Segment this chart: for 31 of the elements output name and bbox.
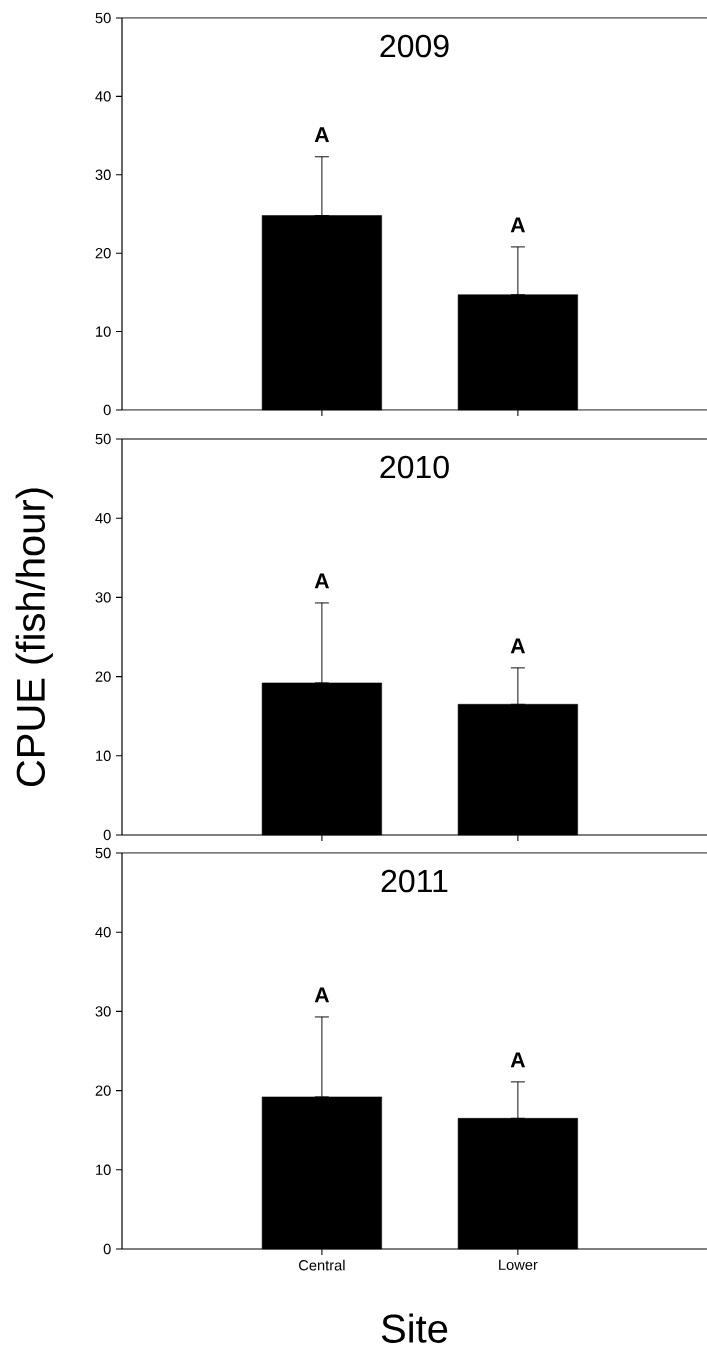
- x-tick-label: Central: [299, 1259, 345, 1271]
- y-tick-label: 10: [96, 1164, 111, 1175]
- y-tick-label: 50: [95, 12, 111, 24]
- x-axis-title: Site: [381, 1313, 448, 1343]
- y-tick-label: 0: [103, 404, 111, 416]
- annotation: A: [510, 1052, 526, 1068]
- y-tick-label: 30: [95, 1006, 111, 1017]
- chart-title: 2009: [380, 34, 449, 58]
- x-tick-label: Lower: [499, 1259, 538, 1270]
- annotation: A: [510, 217, 526, 233]
- y-tick-label: 10: [96, 750, 111, 761]
- annotation: A: [314, 987, 330, 1003]
- y-tick-label: 10: [96, 326, 111, 337]
- y-tick-label: 30: [95, 169, 111, 180]
- chart-title: 2010: [380, 455, 449, 479]
- y-tick-label: 40: [95, 91, 111, 102]
- y-axis-title: CPUE (fish/hour): [15, 488, 53, 787]
- chart-title: 2011: [381, 869, 448, 893]
- y-tick-label: 0: [103, 829, 111, 841]
- y-tick-label: 30: [95, 592, 111, 603]
- y-tick-label: 40: [95, 927, 111, 938]
- y-tick-label: 50: [95, 847, 111, 859]
- annotation: A: [510, 638, 526, 654]
- annotation: A: [314, 573, 330, 589]
- y-tick-label: 50: [95, 433, 111, 445]
- y-tick-label: 20: [95, 1085, 111, 1096]
- annotation: A: [314, 127, 330, 143]
- y-tick-label: 40: [95, 513, 111, 524]
- y-tick-label: 20: [95, 248, 111, 259]
- y-tick-label: 20: [95, 671, 111, 682]
- y-tick-label: 0: [103, 1243, 111, 1255]
